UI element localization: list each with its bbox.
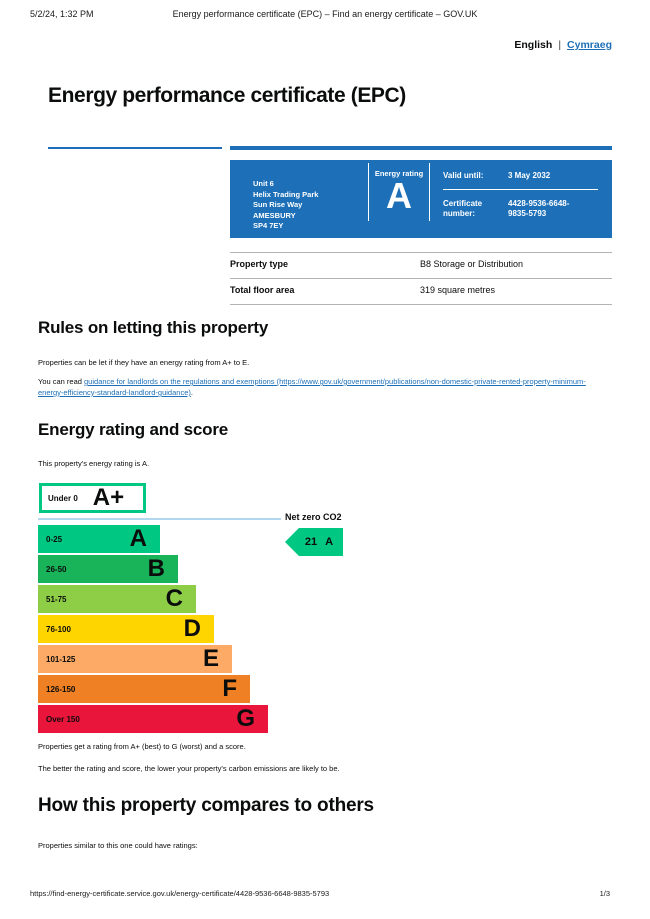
band-row-b: 26-50 B — [38, 555, 178, 583]
address-line: Unit 6 — [253, 179, 274, 188]
certificate-number-value: 4428-9536-6648- 9835-5793 — [508, 199, 570, 218]
band-row-a-plus: Under 0 A+ — [39, 483, 146, 513]
band-range-label: 0-25 — [46, 534, 63, 544]
valid-until-value: 3 May 2032 — [508, 171, 551, 180]
compare-section-heading: How this property compares to others — [38, 795, 374, 816]
summary-vertical-divider — [429, 163, 430, 221]
band-letter: C — [165, 585, 183, 612]
band-row-e: 101-125 E — [38, 645, 232, 673]
band-letter: F — [222, 675, 237, 702]
page-title: Energy performance certificate (EPC) — [48, 84, 406, 107]
band-letter: D — [183, 615, 201, 642]
band-row-a: 0-25 A — [38, 525, 160, 553]
marker-score: 21 — [304, 536, 318, 548]
print-document-title: Energy performance certificate (EPC) – F… — [172, 9, 478, 19]
validity-column: Valid until: 3 May 2032 Certificate numb… — [430, 160, 612, 238]
left-column-divider — [48, 147, 222, 149]
rating-note: The better the rating and score, the low… — [38, 764, 340, 773]
certificate-summary-box: Unit 6 Helix Trading Park Sun Rise Way A… — [230, 160, 612, 238]
energy-rating-chart: Under 0 A+ Net zero CO2 0-25 A 26-50 B 51-75… — [38, 483, 368, 735]
band-row-d: 76-100 D — [38, 615, 214, 643]
table-row: Total floor area 319 square metres — [230, 278, 612, 305]
band-letter: E — [202, 645, 219, 672]
address-line: AMESBURY — [253, 210, 296, 220]
summary-box-top-divider — [230, 146, 612, 150]
band-letter: G — [236, 705, 255, 732]
energy-rating-label: Energy rating — [374, 169, 424, 178]
table-row-value: 319 square metres — [420, 285, 496, 295]
band-row-g: Over 150 G — [38, 705, 268, 733]
table-row-label: Total floor area — [230, 285, 295, 295]
net-zero-label: Net zero CO2 — [285, 512, 342, 522]
address-line: SP4 7EY — [253, 221, 284, 230]
band-range-label: Under 0 — [48, 493, 78, 503]
rating-note: Properties get a rating from A+ (best) t… — [38, 742, 246, 751]
language-switcher: English | Cymraeg — [514, 39, 612, 51]
band-letter: A+ — [92, 484, 125, 511]
link-suffix-text: . — [190, 388, 193, 397]
rating-bands: 0-25 A 26-50 B 51-75 C 76-100 D 101-125 E 126-150 F… — [38, 525, 268, 735]
energy-rating-value: A — [386, 175, 412, 216]
rating-intro-text: This property's energy rating is A. — [38, 459, 150, 468]
print-datetime: 5/2/24, 1:32 PM — [30, 9, 94, 19]
rules-paragraph-with-link: You can read guidance for landlords on t… — [38, 376, 595, 398]
table-row-value: B8 Storage or Distribution — [420, 259, 524, 269]
summary-vertical-divider — [368, 163, 369, 221]
band-row-f: 126-150 F — [38, 675, 250, 703]
table-row: Property type B8 Storage or Distribution — [230, 252, 612, 278]
address-line: Helix Trading Park — [253, 189, 319, 199]
band-letter: B — [147, 555, 165, 582]
table-row-label: Property type — [230, 259, 289, 269]
property-score-marker: 21 A — [285, 528, 343, 556]
rules-paragraph: Properties can be let if they have an en… — [38, 358, 250, 367]
band-range-label: 126-150 — [46, 684, 76, 694]
language-link-cymraeg[interactable]: Cymraeg — [567, 39, 612, 51]
band-range-label: 26-50 — [46, 564, 67, 574]
certificate-number-label: Certificate number: — [443, 199, 483, 218]
marker-letter: A — [325, 536, 334, 548]
rules-section-heading: Rules on letting this property — [38, 318, 269, 337]
property-address: Unit 6 Helix Trading Park Sun Rise Way A… — [230, 160, 368, 238]
band-letter: A — [129, 525, 147, 552]
language-current: English — [514, 39, 553, 51]
band-range-label: 101-125 — [46, 654, 76, 664]
language-separator: | — [558, 39, 562, 51]
band-range-label: 51-75 — [46, 594, 67, 604]
valid-until-label: Valid until: — [443, 171, 484, 180]
band-range-label: Over 150 — [46, 714, 80, 724]
rating-section-heading: Energy rating and score — [38, 420, 229, 439]
print-footer-page-indicator: 1/3 — [599, 889, 610, 898]
address-line: Sun Rise Way — [253, 200, 303, 209]
band-row-c: 51-75 C — [38, 585, 196, 613]
energy-rating-column: Energy rating A — [369, 160, 429, 238]
link-prefix-text: You can read — [38, 377, 85, 386]
band-range-label: 76-100 — [46, 624, 71, 634]
landlord-guidance-link[interactable]: guidance for landlords on the regulation… — [38, 377, 586, 397]
property-details-table: Property type B8 Storage or Distribution… — [230, 252, 612, 305]
net-zero-line — [38, 518, 281, 520]
print-footer-url: https://find-energy-certificate.service.… — [30, 889, 330, 898]
compare-intro-text: Properties similar to this one could hav… — [38, 841, 198, 850]
summary-horizontal-divider — [443, 189, 598, 190]
